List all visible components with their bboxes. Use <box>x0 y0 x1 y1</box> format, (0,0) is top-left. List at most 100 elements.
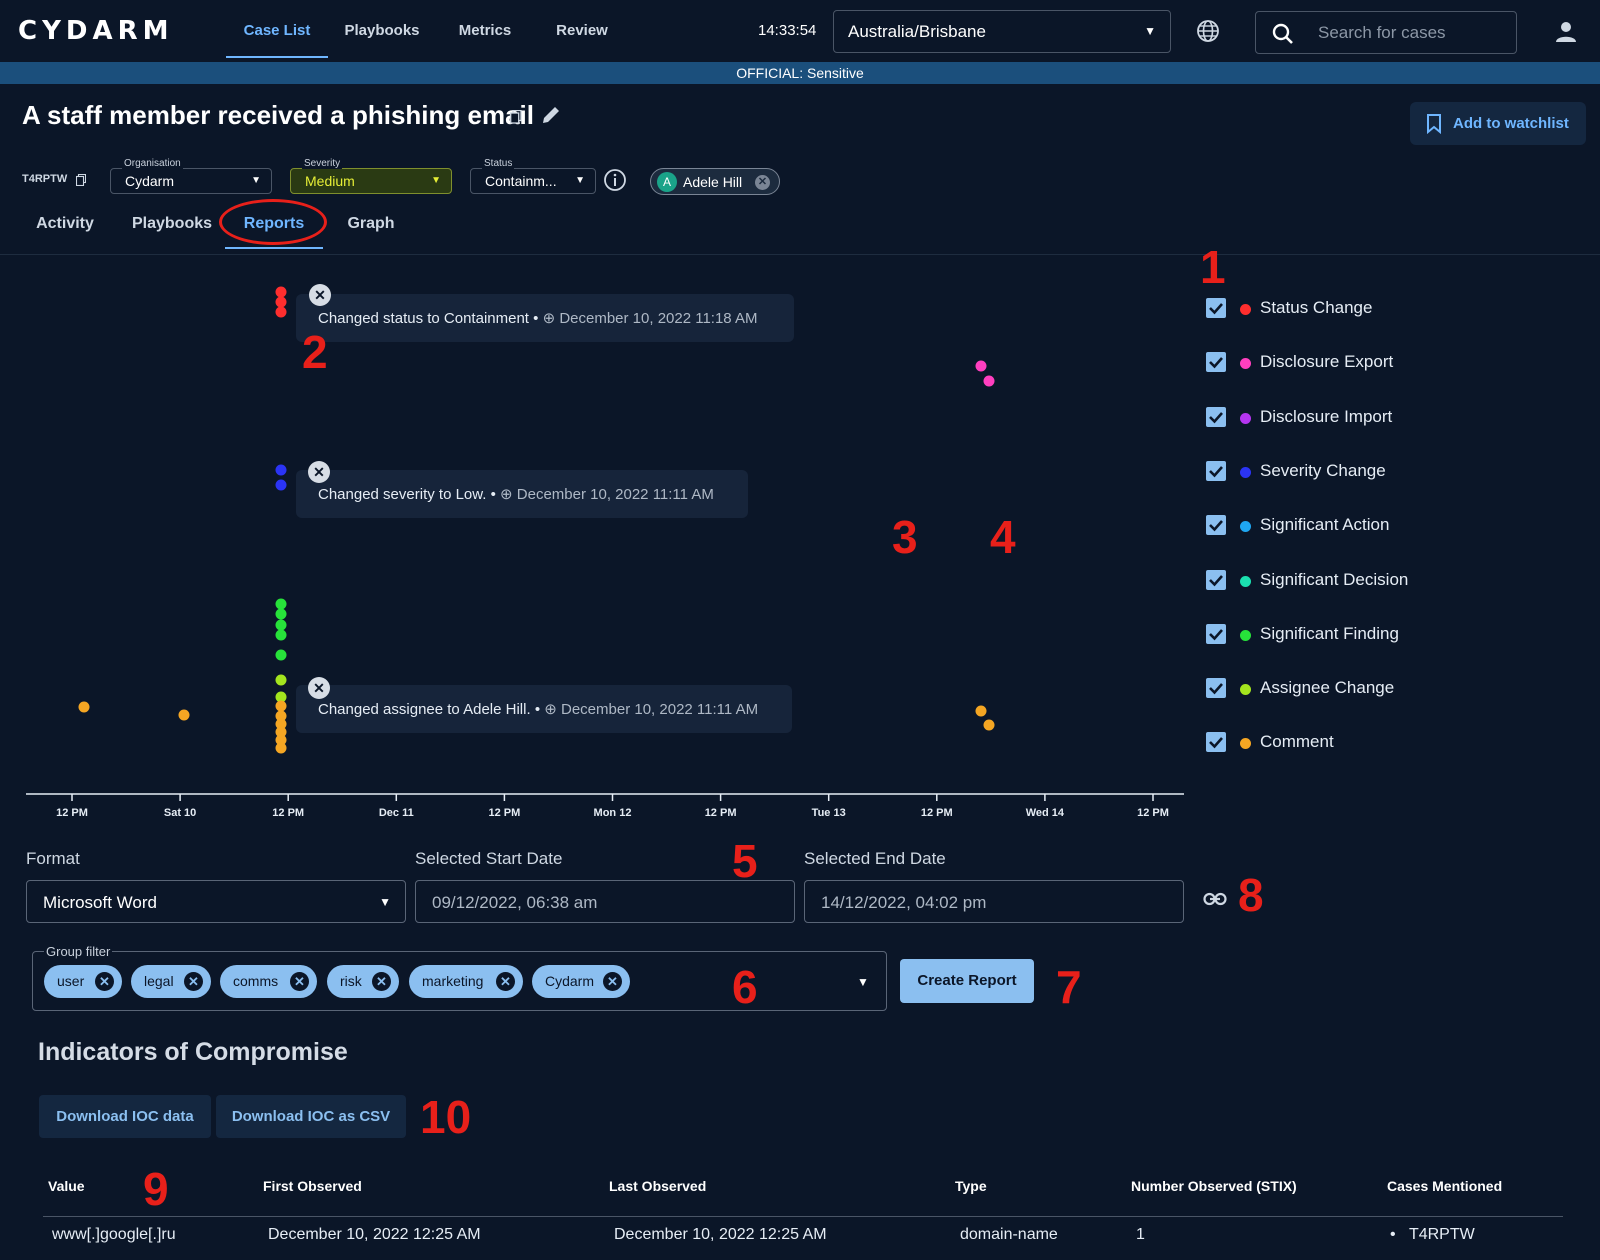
end-date-input[interactable]: 14/12/2022, 04:02 pm <box>804 880 1184 923</box>
legend-checkbox-assignee-change[interactable] <box>1206 678 1226 699</box>
column-header-cases-mentioned[interactable]: Cases Mentioned <box>1387 1178 1503 1194</box>
group-chip-risk[interactable]: risk ✕ <box>327 965 399 998</box>
legend-checkbox-disclosure-import[interactable] <box>1206 406 1226 427</box>
timeline-event-dot[interactable] <box>275 306 287 318</box>
end-date-label: Selected End Date <box>804 849 946 868</box>
timeline-event-dot[interactable] <box>275 649 287 661</box>
start-date-input[interactable]: 09/12/2022, 06:38 am <box>415 880 795 923</box>
timeline-event-dot[interactable] <box>275 608 287 620</box>
timeline-event-dot[interactable] <box>275 674 287 686</box>
group-chip-legal[interactable]: legal ✕ <box>131 965 211 998</box>
timeline-event-dot[interactable] <box>275 691 287 703</box>
close-tooltip-icon[interactable]: ✕ <box>308 677 330 699</box>
close-tooltip-icon[interactable]: ✕ <box>309 284 331 306</box>
assignee-chip[interactable]: A Adele Hill ✕ <box>650 168 780 195</box>
timeline-event-dot[interactable] <box>275 464 287 476</box>
timeline-event-dot[interactable] <box>275 598 287 610</box>
tab-graph[interactable]: Graph <box>347 215 395 232</box>
group-filter[interactable] <box>32 951 887 1011</box>
timeline-chart[interactable]: 12 PM Sat 10 12 PM Dec 11 12 PM Mon 12 12 PM Tu… <box>0 260 1190 820</box>
format-select[interactable]: Microsoft Word ▼ <box>26 880 406 923</box>
legend-checkbox-severity-change[interactable] <box>1206 460 1226 481</box>
search-box[interactable] <box>1255 11 1517 54</box>
close-tooltip-icon[interactable]: ✕ <box>308 461 330 483</box>
legend-checkbox-significant-finding[interactable] <box>1206 623 1226 644</box>
timeline-event-dot[interactable] <box>275 700 287 712</box>
case-link[interactable]: T4RPTW <box>1408 1226 1475 1243</box>
timeline-event-dot[interactable] <box>983 375 995 387</box>
reports-tab-highlight-circle <box>219 199 327 245</box>
ioc-cell-last-observed: December 10, 2022 12:25 AM <box>614 1226 827 1243</box>
group-chip-label: comms <box>233 973 279 989</box>
timezone-select[interactable]: Australia/Brisbane ▼ <box>833 10 1171 53</box>
timeline-event-dot[interactable] <box>275 619 287 631</box>
legend-checkbox-comment[interactable] <box>1206 732 1226 753</box>
timeline-event-dot[interactable] <box>275 286 287 298</box>
download-ioc-data-button[interactable]: Download IOC data <box>39 1095 211 1138</box>
tab-activity[interactable]: Activity <box>36 215 94 232</box>
nav-playbooks[interactable]: Playbooks <box>344 22 420 39</box>
legend-label: Significant Action <box>1260 515 1390 535</box>
timeline-event-dot[interactable] <box>975 705 987 717</box>
cydarm-logo[interactable]: CYDARM <box>18 16 174 46</box>
ioc-cell-cases-mentioned[interactable]: • T4RPTW <box>1390 1226 1475 1243</box>
remove-chip-icon[interactable]: ✕ <box>496 972 515 991</box>
timeline-event-dot[interactable] <box>275 718 287 730</box>
create-report-button[interactable]: Create Report <box>900 959 1034 1003</box>
nav-metrics[interactable]: Metrics <box>458 22 512 39</box>
column-header-first-observed[interactable]: First Observed <box>263 1178 362 1194</box>
link-icon[interactable] <box>1203 891 1227 907</box>
add-to-watchlist-button[interactable]: Add to watchlist <box>1410 102 1586 145</box>
nav-review[interactable]: Review <box>556 22 608 39</box>
group-chip-comms[interactable]: comms ✕ <box>220 965 317 998</box>
column-header-last-observed[interactable]: Last Observed <box>609 1178 707 1194</box>
legend-checkbox-significant-action[interactable] <box>1206 515 1226 536</box>
timeline-event-dot[interactable] <box>275 742 287 754</box>
group-chip-user[interactable]: user ✕ <box>44 965 122 998</box>
status-select[interactable]: Containm... ▼ <box>470 168 596 194</box>
timeline-event-dot[interactable] <box>275 479 287 491</box>
legend-checkbox-disclosure-export[interactable] <box>1206 352 1226 373</box>
timeline-event-dot[interactable] <box>983 719 995 731</box>
info-icon[interactable] <box>603 168 627 192</box>
remove-chip-icon[interactable]: ✕ <box>603 972 622 991</box>
download-ioc-csv-button[interactable]: Download IOC as CSV <box>216 1095 406 1138</box>
group-chip-marketing[interactable]: marketing ✕ <box>409 965 523 998</box>
timeline-event-dot[interactable] <box>275 726 287 738</box>
remove-assignee-icon[interactable]: ✕ <box>755 175 770 190</box>
legend-checkbox-status-change[interactable] <box>1206 298 1226 318</box>
timeline-event-dot[interactable] <box>275 629 287 641</box>
remove-chip-icon[interactable]: ✕ <box>372 972 391 991</box>
chevron-down-icon[interactable]: ▼ <box>857 975 869 989</box>
group-chip-cydarm[interactable]: Cydarm ✕ <box>532 965 630 998</box>
timeline-event-dot[interactable] <box>275 296 287 308</box>
timeline-event-dot[interactable] <box>78 701 90 713</box>
remove-chip-icon[interactable]: ✕ <box>95 972 114 991</box>
timeline-tooltip-status: Changed status to Containment • ⊕ Decemb… <box>296 294 794 342</box>
timeline-event-dot[interactable] <box>178 709 190 721</box>
timeline-event-dot[interactable] <box>275 734 287 746</box>
edit-pencil-icon[interactable] <box>540 104 562 126</box>
timeline-event-dot[interactable] <box>975 360 987 372</box>
remove-chip-icon[interactable]: ✕ <box>184 972 203 991</box>
case-id: T4RPTW <box>22 173 68 185</box>
legend-checkbox-significant-decision[interactable] <box>1206 569 1226 590</box>
classification-banner: OFFICIAL: Sensitive <box>0 62 1600 84</box>
severity-label: Severity <box>302 158 343 169</box>
tab-playbooks[interactable]: Playbooks <box>131 215 213 232</box>
search-input[interactable] <box>1318 21 1498 45</box>
column-header-value[interactable]: Value <box>48 1178 85 1194</box>
column-header-type[interactable]: Type <box>955 1178 987 1194</box>
user-account-icon[interactable] <box>1554 20 1578 44</box>
organisation-select[interactable]: Cydarm ▼ <box>110 168 272 194</box>
timeline-event-dot[interactable] <box>275 710 287 722</box>
group-chip-label: marketing <box>422 973 484 989</box>
legend-color-dot <box>1240 575 1251 587</box>
severity-select[interactable]: Medium ▼ <box>290 168 452 194</box>
copy-id-icon[interactable] <box>76 174 86 186</box>
remove-chip-icon[interactable]: ✕ <box>290 972 309 991</box>
copy-icon[interactable] <box>510 110 522 124</box>
column-header-number-observed[interactable]: Number Observed (STIX) <box>1131 1178 1297 1194</box>
nav-case-list[interactable]: Case List <box>226 0 328 58</box>
globe-icon[interactable] <box>1196 19 1220 43</box>
